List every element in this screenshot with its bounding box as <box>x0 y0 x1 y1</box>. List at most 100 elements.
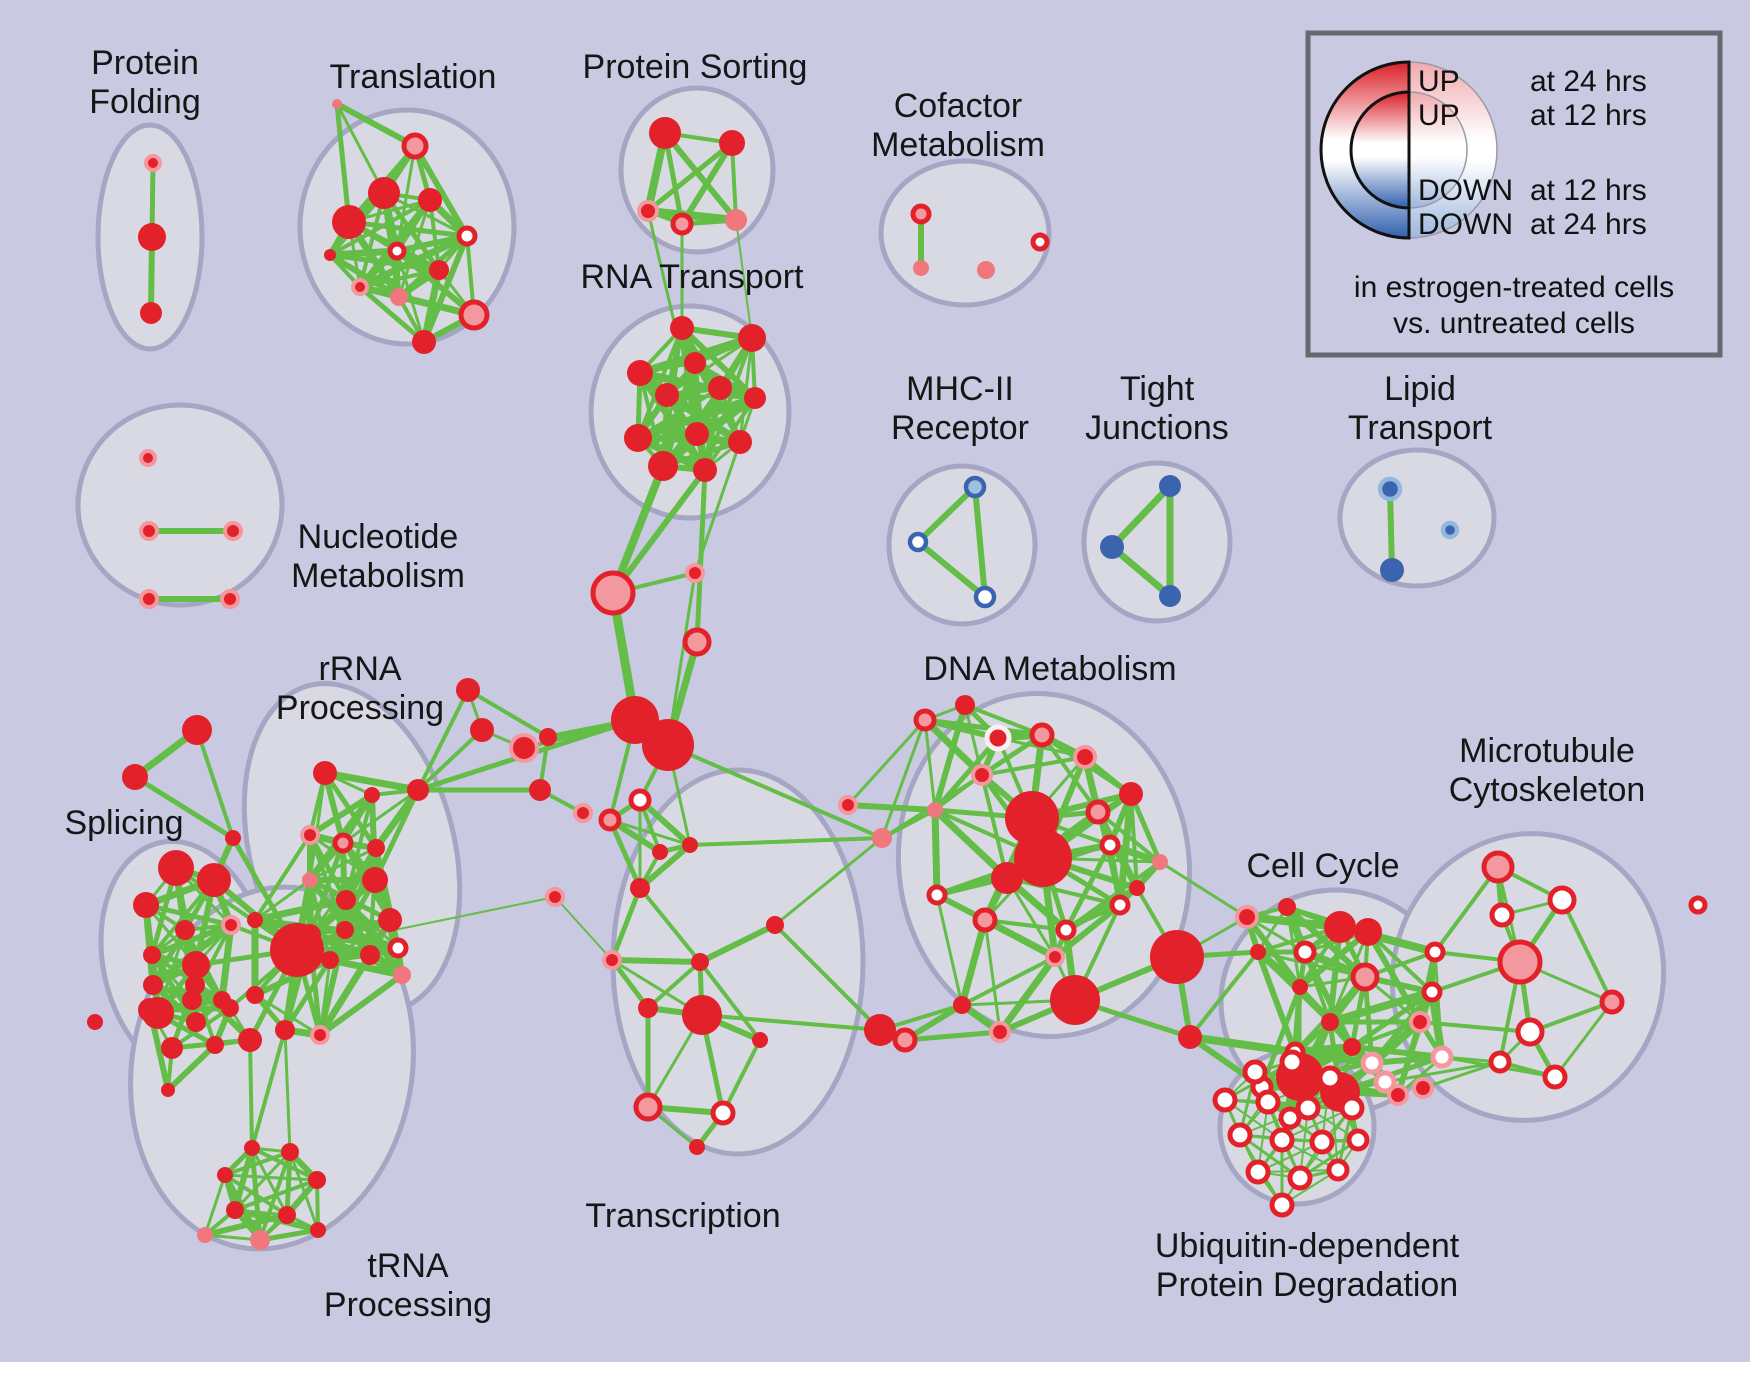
edge <box>646 209 678 332</box>
node <box>913 708 937 732</box>
network-layers: ProteinFoldingTranslationNucleotideMetab… <box>64 44 1708 1324</box>
node <box>926 884 948 906</box>
node <box>710 1100 736 1126</box>
edge <box>773 836 884 927</box>
edge <box>1188 950 1260 1039</box>
node <box>300 825 320 845</box>
node <box>321 951 339 969</box>
node <box>1100 535 1124 559</box>
edge <box>735 219 753 339</box>
node <box>158 850 194 886</box>
node <box>1085 799 1111 825</box>
node <box>766 916 784 934</box>
node <box>1293 940 1317 964</box>
node <box>332 205 366 239</box>
node <box>1515 1017 1545 1047</box>
cluster-label-rrna-processing: rRNA <box>318 650 401 688</box>
node <box>1109 894 1131 916</box>
cluster-label-protein-folding: Folding <box>89 83 201 121</box>
edge <box>1128 791 1163 865</box>
edge <box>1285 905 1302 989</box>
edge <box>321 769 422 794</box>
node <box>977 261 995 279</box>
edge <box>412 143 470 239</box>
edge <box>980 755 1087 777</box>
edge <box>1284 904 1368 980</box>
edge <box>922 717 1045 738</box>
cluster-label-protein-sorting: Protein Sorting <box>583 48 808 86</box>
edge <box>638 886 702 964</box>
node <box>387 937 409 959</box>
node <box>642 719 694 771</box>
edge <box>1433 865 1500 954</box>
edge <box>335 102 386 195</box>
node <box>738 324 766 352</box>
node <box>324 249 336 261</box>
edge <box>963 703 1044 737</box>
node <box>1489 902 1515 928</box>
node <box>1235 905 1259 929</box>
edge <box>416 728 484 792</box>
node <box>390 288 408 306</box>
node <box>133 892 159 918</box>
node <box>719 130 745 156</box>
node <box>1159 585 1181 607</box>
node <box>336 921 354 939</box>
edge <box>223 1173 319 1182</box>
node <box>244 1140 260 1156</box>
edge <box>923 718 937 812</box>
node <box>1292 979 1308 995</box>
edge <box>698 960 762 1042</box>
edge <box>253 833 312 922</box>
edge <box>1108 482 1174 551</box>
edge <box>165 1042 218 1093</box>
edge <box>250 1146 289 1217</box>
node <box>1373 1070 1397 1094</box>
edge <box>203 1173 227 1237</box>
edge <box>915 539 988 600</box>
edge <box>634 394 759 442</box>
cluster-label-trna-processing: Processing <box>324 1286 492 1324</box>
node <box>407 779 429 801</box>
node <box>368 177 400 209</box>
bottom-margin <box>0 1362 1750 1376</box>
node <box>1547 885 1577 915</box>
edge <box>327 252 442 273</box>
node <box>1326 1158 1350 1182</box>
node <box>217 1167 233 1183</box>
node <box>545 887 565 907</box>
node <box>281 1143 299 1161</box>
node <box>1250 944 1266 960</box>
node <box>1317 1065 1343 1091</box>
node <box>1421 981 1443 1003</box>
edge <box>637 842 693 891</box>
edge <box>1108 543 1174 600</box>
edge <box>1369 1054 1445 1066</box>
node <box>182 951 210 979</box>
node <box>197 1227 213 1243</box>
node <box>1324 911 1356 943</box>
node <box>752 1032 768 1048</box>
edge <box>253 993 322 1037</box>
node <box>1227 1122 1253 1148</box>
edge <box>253 878 312 922</box>
cluster-label-lipid-transport: Transport <box>1348 409 1493 447</box>
cluster-label-microtubule-cytoskeleton: Microtubule <box>1459 732 1635 770</box>
edge <box>935 893 964 1007</box>
node <box>633 1092 663 1122</box>
node <box>1339 1095 1365 1121</box>
node <box>627 360 653 386</box>
node <box>226 1201 244 1219</box>
node <box>628 788 652 812</box>
edge <box>980 773 1009 880</box>
node <box>708 376 732 400</box>
edge <box>636 326 684 440</box>
edge <box>1005 876 1122 907</box>
node <box>139 521 159 541</box>
node <box>602 950 622 970</box>
node <box>1119 782 1143 806</box>
node <box>1321 1013 1339 1031</box>
edge <box>609 957 703 965</box>
node <box>206 1036 224 1054</box>
